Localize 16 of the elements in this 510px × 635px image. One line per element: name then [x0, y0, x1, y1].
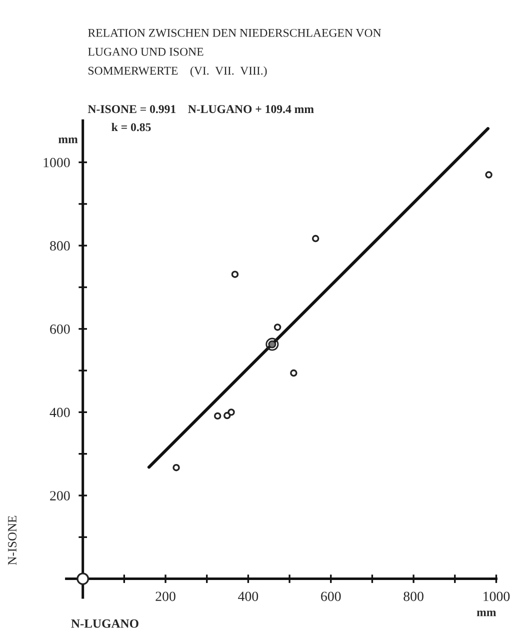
x-axis-title: N-LUGANO	[71, 619, 138, 628]
y-tick-label: 400	[50, 408, 70, 418]
annotation: mm	[58, 138, 78, 144]
x-tick-label: 600	[321, 592, 341, 602]
x-tick-label: 200	[156, 592, 176, 602]
x-tick-label: 1000	[484, 592, 510, 602]
y-axis-title: N-ISONE	[8, 516, 16, 565]
chart-subtitle: N-ISONE = 0.991 N-LUGANO + 109.4 mm k = 0.85	[88, 105, 314, 132]
x-tick-label: 400	[238, 592, 258, 602]
text: mm	[476, 610, 496, 616]
y-tick-label: 1000	[44, 158, 70, 168]
x-tick-label: 800	[404, 592, 424, 602]
chart-title: RELATION ZWISCHEN DEN NIEDERSCHLAEGEN VON LUGANO UND ISONE SOMMERWERTE (VI. VII. VIII.)	[88, 28, 382, 78]
y-tick-label: 800	[50, 241, 70, 251]
y-tick-label: 200	[50, 491, 70, 500]
y-tick-label: 600	[50, 324, 70, 334]
